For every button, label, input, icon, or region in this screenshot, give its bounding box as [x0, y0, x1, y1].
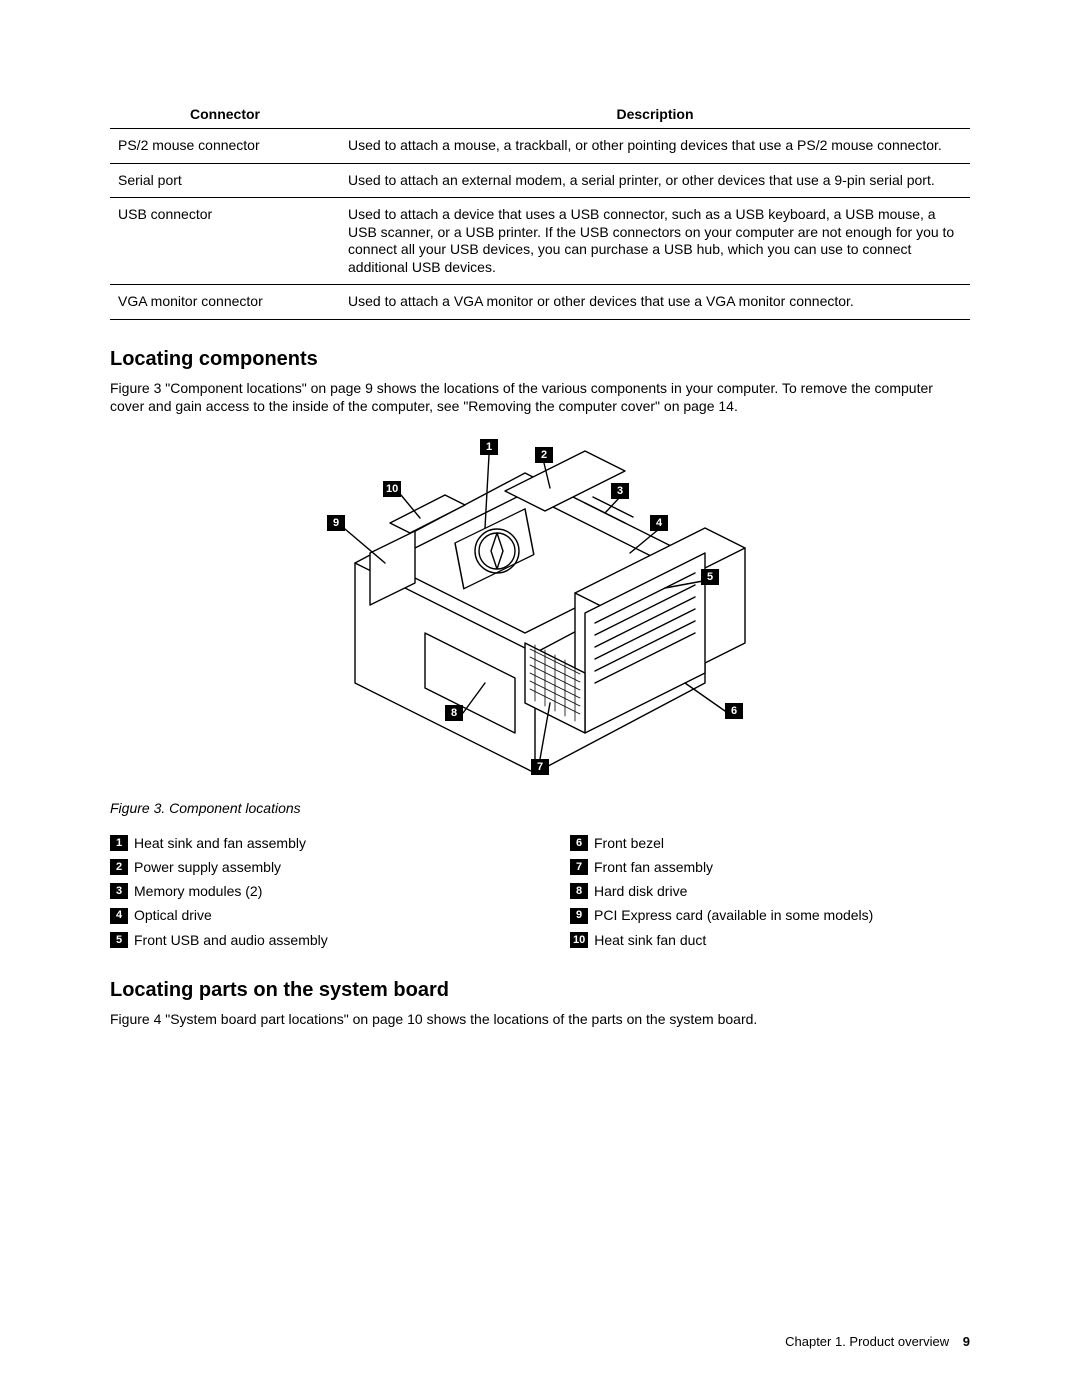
- diagram-callout-badge: 1: [480, 439, 498, 455]
- diagram-callout-badge: 2: [535, 447, 553, 463]
- legend-label: Optical drive: [134, 906, 212, 924]
- table-row: PS/2 mouse connector Used to attach a mo…: [110, 129, 970, 164]
- th-connector: Connector: [110, 100, 340, 129]
- legend-label: Front bezel: [594, 834, 664, 852]
- legend-label: Hard disk drive: [594, 882, 687, 900]
- legend-number-badge: 4: [110, 908, 128, 924]
- legend-number-badge: 2: [110, 859, 128, 875]
- th-description: Description: [340, 100, 970, 129]
- diagram-callout-badge: 3: [611, 483, 629, 499]
- page-footer: Chapter 1. Product overview 9: [785, 1334, 970, 1349]
- legend-label: Heat sink fan duct: [594, 931, 706, 949]
- heading-system-board: Locating parts on the system board: [110, 979, 970, 1002]
- legend-label: Front fan assembly: [594, 858, 713, 876]
- legend-right-column: 6 Front bezel 7 Front fan assembly 8 Hard dis…: [570, 828, 970, 955]
- component-legend: 1 Heat sink and fan assembly 2 Power supply…: [110, 828, 970, 955]
- legend-label: Heat sink and fan assembly: [134, 834, 306, 852]
- diagram-callout-badge: 8: [445, 705, 463, 721]
- legend-number-badge: 6: [570, 835, 588, 851]
- figure-caption: Figure 3. Component locations: [110, 800, 970, 816]
- legend-number-badge: 7: [570, 859, 588, 875]
- legend-number-badge: 10: [570, 932, 588, 948]
- legend-item: 7 Front fan assembly: [570, 858, 970, 876]
- legend-label: Power supply assembly: [134, 858, 281, 876]
- para-system-board: Figure 4 "System board part locations" o…: [110, 1010, 970, 1028]
- diagram-callout-badge: 7: [531, 759, 549, 775]
- legend-item: 1 Heat sink and fan assembly: [110, 834, 510, 852]
- legend-item: 5 Front USB and audio assembly: [110, 931, 510, 949]
- table-row: VGA monitor connector Used to attach a V…: [110, 285, 970, 320]
- connector-table: Connector Description PS/2 mouse connect…: [110, 100, 970, 320]
- legend-item: 4 Optical drive: [110, 906, 510, 924]
- heading-locating-components: Locating components: [110, 348, 970, 371]
- footer-page-number: 9: [963, 1334, 970, 1349]
- diagram-component-locations: 1 2 3 4 5 6 7 8 9 10: [325, 433, 755, 786]
- para-locating-components: Figure 3 "Component locations" on page 9…: [110, 379, 970, 415]
- diagram-callout-badge: 5: [701, 569, 719, 585]
- legend-number-badge: 1: [110, 835, 128, 851]
- legend-number-badge: 5: [110, 932, 128, 948]
- legend-label: PCI Express card (available in some mode…: [594, 906, 873, 924]
- legend-label: Memory modules (2): [134, 882, 262, 900]
- legend-number-badge: 9: [570, 908, 588, 924]
- diagram-callout-badge: 9: [327, 515, 345, 531]
- diagram-callout-badge: 6: [725, 703, 743, 719]
- legend-item: 9 PCI Express card (available in some mod…: [570, 906, 970, 924]
- table-row: Serial port Used to attach an external m…: [110, 163, 970, 198]
- legend-item: 3 Memory modules (2): [110, 882, 510, 900]
- table-row: USB connector Used to attach a device th…: [110, 198, 970, 285]
- legend-item: 2 Power supply assembly: [110, 858, 510, 876]
- legend-number-badge: 3: [110, 883, 128, 899]
- legend-label: Front USB and audio assembly: [134, 931, 328, 949]
- legend-left-column: 1 Heat sink and fan assembly 2 Power supply…: [110, 828, 510, 955]
- footer-chapter: Chapter 1. Product overview: [785, 1334, 949, 1349]
- diagram-callout-badge: 10: [383, 481, 401, 497]
- legend-number-badge: 8: [570, 883, 588, 899]
- legend-item: 8 Hard disk drive: [570, 882, 970, 900]
- figure-component-locations: 1 2 3 4 5 6 7 8 9 10: [110, 433, 970, 786]
- diagram-callout-badge: 4: [650, 515, 668, 531]
- legend-item: 6 Front bezel: [570, 834, 970, 852]
- legend-item: 10 Heat sink fan duct: [570, 931, 970, 949]
